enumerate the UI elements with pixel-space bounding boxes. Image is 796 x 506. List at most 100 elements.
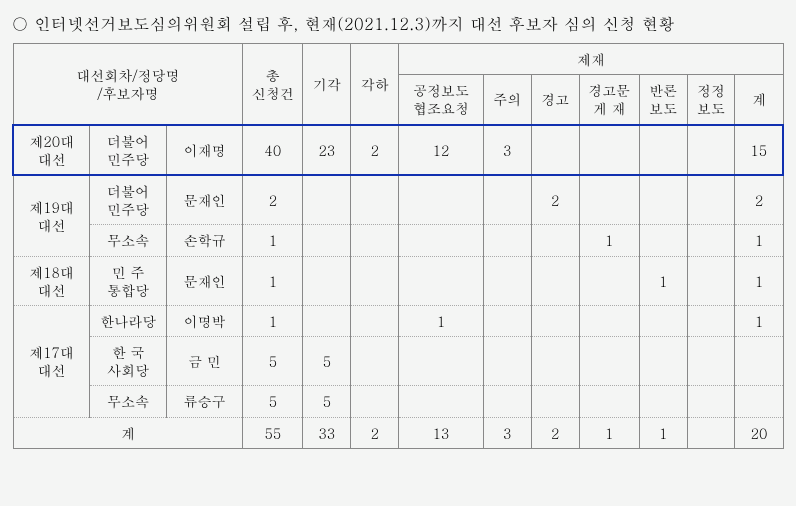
cell-sum: 1: [735, 305, 783, 336]
cell-correct: [687, 175, 735, 225]
cell-reject: 5: [303, 386, 351, 417]
col-caution: 주의: [483, 75, 531, 125]
col-fair: 공정보도협조요청: [399, 75, 484, 125]
cell-fair: [399, 386, 484, 417]
data-table: 대선회차/정당명/후보자명 총신청건 기각 각하 제재 공정보도협조요청 주의 …: [12, 43, 784, 449]
table-row: 제17대대선한나라당이명박111: [13, 305, 783, 336]
col-dismiss: 각하: [351, 44, 399, 125]
cell-warn: [531, 256, 579, 305]
cell-dismiss: [351, 386, 399, 417]
cell-dismiss: [351, 225, 399, 256]
cell-warn: [531, 305, 579, 336]
col-warnDoc: 경고문게 재: [579, 75, 639, 125]
table-row: 한 국사회당금 민55: [13, 337, 783, 386]
cell-candidate: 류승구: [166, 386, 242, 417]
cell-party: 더불어민주당: [90, 125, 166, 175]
table-row: 제20대대선더불어민주당이재명4023212315: [13, 125, 783, 175]
cell-candidate: 손학규: [166, 225, 242, 256]
cell-warnDoc: [579, 305, 639, 336]
cell-candidate: 이명박: [166, 305, 242, 336]
cell-counter: [639, 125, 687, 175]
cell-candidate: 문재인: [166, 256, 242, 305]
cell-reject: 23: [303, 125, 351, 175]
cell-caution: [483, 337, 531, 386]
cell-party: 무소속: [90, 386, 166, 417]
cell-total: 2: [243, 175, 303, 225]
cell-reject: [303, 305, 351, 336]
cell-warn: [531, 225, 579, 256]
table-row: 무소속류승구55: [13, 386, 783, 417]
cell-total: 5: [243, 386, 303, 417]
cell-fair: [399, 225, 484, 256]
cell-warn: [531, 337, 579, 386]
cell-party: 한나라당: [90, 305, 166, 336]
cell-sum: 15: [735, 125, 783, 175]
col-warn: 경고: [531, 75, 579, 125]
table-row: 무소속손학규111: [13, 225, 783, 256]
cell-dismiss: [351, 175, 399, 225]
cell-total: 1: [243, 256, 303, 305]
cell-warnDoc: [579, 256, 639, 305]
page-title: ○ 인터넷선거보도심의위원회 설립 후, 현재(2021.12.3)까지 대선 …: [12, 12, 784, 35]
cell-total: 1: [243, 305, 303, 336]
cell-caution: [483, 305, 531, 336]
cell-reject: 33: [303, 417, 351, 448]
cell-election: 제20대대선: [13, 125, 90, 175]
cell-warnDoc: 1: [579, 225, 639, 256]
cell-warnDoc: [579, 386, 639, 417]
cell-dismiss: [351, 337, 399, 386]
cell-warnDoc: [579, 337, 639, 386]
cell-correct: [687, 225, 735, 256]
cell-warn: 2: [531, 175, 579, 225]
cell-counter: [639, 305, 687, 336]
cell-sum: 20: [735, 417, 783, 448]
cell-party: 한 국사회당: [90, 337, 166, 386]
cell-sum: 1: [735, 256, 783, 305]
cell-party: 무소속: [90, 225, 166, 256]
cell-reject: [303, 175, 351, 225]
col-total: 총신청건: [243, 44, 303, 125]
cell-correct: [687, 417, 735, 448]
cell-warn: [531, 386, 579, 417]
cell-total: 55: [243, 417, 303, 448]
cell-party: 민 주통합당: [90, 256, 166, 305]
cell-dismiss: 2: [351, 417, 399, 448]
cell-caution: [483, 225, 531, 256]
cell-total: 5: [243, 337, 303, 386]
cell-election: 제17대대선: [13, 305, 90, 417]
cell-candidate: 금 민: [166, 337, 242, 386]
cell-election: 제19대대선: [13, 175, 90, 256]
cell-correct: [687, 125, 735, 175]
cell-caution: [483, 256, 531, 305]
cell-sum: [735, 337, 783, 386]
col-sanction: 제재: [399, 44, 783, 75]
cell-warnDoc: [579, 175, 639, 225]
cell-fair: [399, 256, 484, 305]
cell-counter: [639, 386, 687, 417]
cell-dismiss: 2: [351, 125, 399, 175]
col-sum: 계: [735, 75, 783, 125]
col-reject: 기각: [303, 44, 351, 125]
cell-fair: 13: [399, 417, 484, 448]
cell-dismiss: [351, 256, 399, 305]
table-row: 제19대대선더불어민주당문재인222: [13, 175, 783, 225]
cell-sum: [735, 386, 783, 417]
col-group1: 대선회차/정당명/후보자명: [13, 44, 243, 125]
cell-caution: 3: [483, 417, 531, 448]
cell-correct: [687, 386, 735, 417]
col-counter: 반론보도: [639, 75, 687, 125]
cell-warnDoc: 1: [579, 417, 639, 448]
cell-fair: [399, 337, 484, 386]
cell-candidate: 문재인: [166, 175, 242, 225]
cell-party: 더불어민주당: [90, 175, 166, 225]
cell-fair: 12: [399, 125, 484, 175]
cell-warn: 2: [531, 417, 579, 448]
cell-dismiss: [351, 305, 399, 336]
cell-total: 1: [243, 225, 303, 256]
cell-counter: [639, 337, 687, 386]
cell-fair: 1: [399, 305, 484, 336]
cell-reject: [303, 256, 351, 305]
table-row: 제18대대선민 주통합당문재인111: [13, 256, 783, 305]
cell-candidate: 이재명: [166, 125, 242, 175]
cell-correct: [687, 305, 735, 336]
